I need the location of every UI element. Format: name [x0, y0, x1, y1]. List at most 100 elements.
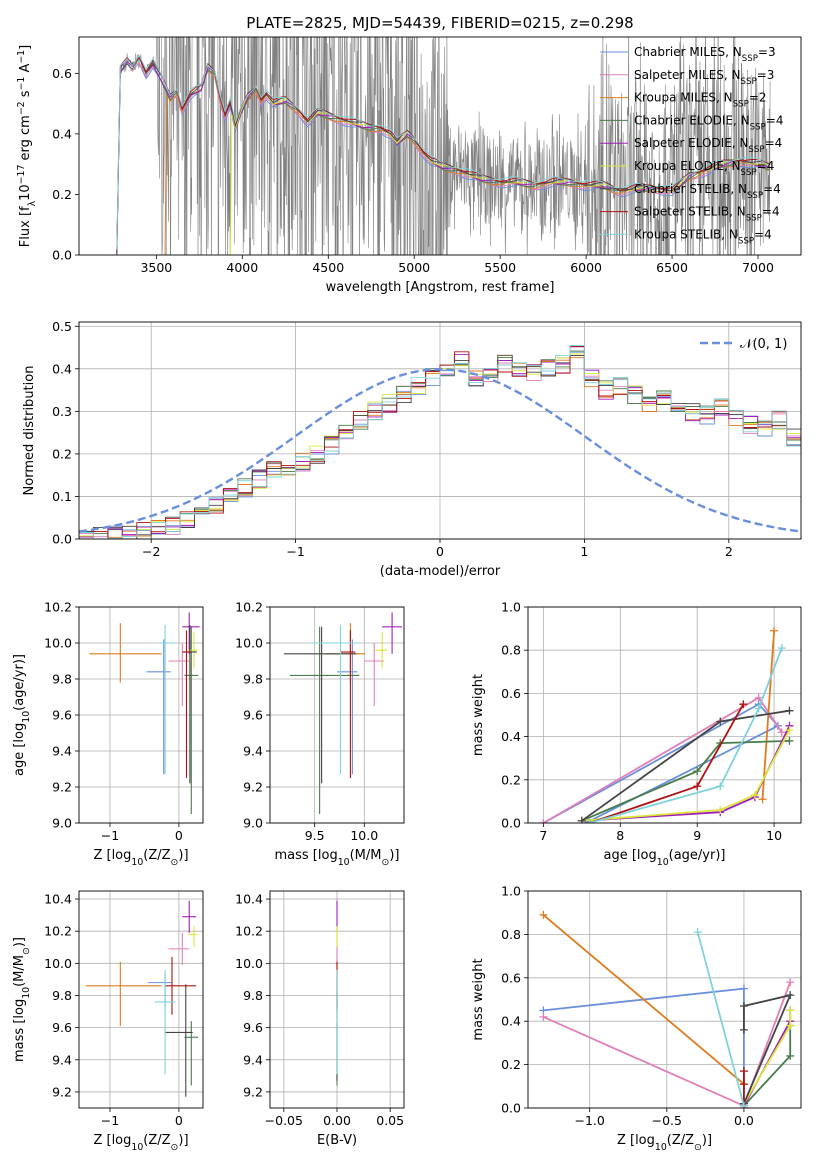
x-tick-label: −0.05	[265, 1113, 303, 1128]
weight-marker	[716, 806, 725, 815]
x-tick-label: 10.0	[350, 828, 378, 843]
y-tick-label: 0.1	[52, 489, 72, 504]
panel-age-mass: 9.5 10.0 9.0 9.2 9.4 9.6 9.8 10.0 10.2 mass [log1…	[235, 600, 405, 868]
weight-marker	[785, 736, 794, 745]
weight-marker	[770, 626, 779, 635]
panel-mass-Z: −1 0 9.2 9.4 9.6 9.8 10.0 10.2 10.4 Z [log10(Z/Z⊙…	[12, 890, 204, 1153]
weight-marker	[754, 693, 763, 702]
errorbar-point-8	[154, 969, 176, 1075]
legend-label-1: Salpeter MILES, NSSP=3	[634, 68, 774, 87]
weight-marker	[777, 644, 786, 653]
axes-frame	[78, 36, 802, 256]
weight-marker	[693, 782, 702, 791]
weight-marker	[739, 1101, 748, 1108]
x-tick-label: 0	[175, 828, 183, 843]
y-axis-label: Normed distribution	[22, 366, 37, 496]
y-tick-label: 9.8	[52, 988, 72, 1003]
y-tick-label: 9.6	[243, 708, 263, 723]
y-tick-label: 0.2	[52, 187, 72, 202]
y-tick-label: 0.4	[52, 361, 72, 376]
y-tick-label: 9.8	[243, 672, 263, 687]
x-tick-label: 0	[175, 1113, 183, 1128]
weight-marker	[739, 1025, 748, 1034]
model-spectrum-8	[116, 54, 771, 250]
y-tick-label: 0.0	[52, 248, 72, 263]
y-axis-label: mass weight	[471, 674, 486, 756]
x-tick-label: 9.5	[305, 828, 325, 843]
axes-frame	[78, 606, 204, 824]
y-tick-label: 10.0	[44, 956, 72, 971]
weight-marker	[539, 819, 548, 823]
plot-area-spectrum	[116, 37, 771, 255]
y-tick-label: 0.8	[501, 927, 521, 942]
weight-marker	[577, 816, 586, 823]
y-axis-label: Flux [fλ10−17 erg cm−2 s−1 A−1]	[16, 45, 38, 247]
errorbar-point-1	[168, 932, 190, 965]
x-tick-label: 5500	[484, 260, 516, 275]
legend-label-4: Salpeter ELODIE, NSSP=4	[634, 136, 782, 155]
errorbar-point-4	[382, 612, 403, 654]
panel-mass-ebv: −0.05 0.00 0.05 9.2 9.4 9.6 9.8 10.0 10.2 10.4 E(B…	[235, 890, 405, 1148]
axes-frame	[78, 890, 204, 1109]
weight-marker	[786, 1006, 795, 1015]
y-tick-label: 10.2	[235, 600, 263, 615]
y-axis-label: mass weight	[471, 958, 486, 1040]
y-tick-label: 9.4	[243, 744, 263, 759]
model-spectrum-5	[229, 85, 771, 255]
x-axis-label: Z [log10(Z/Z⊙)]	[93, 848, 188, 868]
y-tick-label: 1.0	[501, 600, 521, 615]
y-tick-label: 0.4	[52, 126, 72, 141]
errorbar-point-0	[146, 639, 171, 775]
x-tick-label: −2	[142, 544, 160, 559]
errorbar-point-4	[182, 900, 197, 933]
weight-series-2	[542, 914, 745, 1085]
weight-marker	[693, 928, 702, 937]
weight-marker	[785, 706, 794, 715]
weight-marker	[539, 910, 548, 919]
errorbar-point-7	[340, 630, 356, 778]
legend-label-6: Chabrier STELIB, NSSP=4	[634, 182, 781, 201]
errorbar-point-2	[85, 961, 162, 1027]
panel-weight-age: 7 8 9 10 0.0 0.2 0.4 0.6 0.8 1.0 age [log10(age/yr…	[471, 600, 802, 868]
plot-area-mass-Z	[85, 900, 199, 1097]
y-tick-label: 9.6	[52, 1020, 72, 1035]
y-tick-label: 9.8	[243, 988, 263, 1003]
panel-age-Z: −1 0 9.0 9.2 9.4 9.6 9.8 10.0 10.2 Z [log10(Z/Z⊙)…	[12, 600, 204, 868]
y-tick-label: 0.2	[501, 1057, 521, 1072]
axes-frame	[527, 890, 802, 1109]
weight-marker	[786, 978, 795, 987]
x-tick-label: 2	[725, 544, 733, 559]
errorbar-point-8	[310, 625, 361, 775]
errorbar-point-4	[182, 612, 200, 654]
x-axis-label: age [log10(age/yr)]	[604, 848, 726, 868]
weight-marker	[693, 767, 702, 776]
plot-area-residuals	[79, 345, 801, 539]
y-tick-label: 9.2	[243, 1084, 263, 1099]
errorbar-point-2	[89, 623, 162, 683]
y-tick-label: 9.2	[52, 1084, 72, 1099]
errorbar-point-1	[168, 643, 190, 706]
y-tick-label: 0.2	[501, 772, 521, 787]
legend-label-5: Kroupa ELODIE, NSSP=4	[634, 159, 774, 178]
x-axis-label: (data-model)/error	[380, 564, 501, 579]
x-tick-label: 8	[616, 828, 624, 843]
weight-series-2	[761, 630, 775, 800]
panel-weight-Z: −1.0 −0.5 0.0 0.0 0.2 0.4 0.6 0.8 1.0 Z [log10(Z/…	[471, 884, 802, 1153]
weight-series-5	[581, 729, 791, 822]
panel-residuals: −2 −1 0 1 2 0.0 0.1 0.2 0.3 0.4 0.5 (data-model)/er…	[22, 319, 802, 579]
y-tick-label: 0.6	[501, 970, 521, 985]
x-tick-label: 0.00	[323, 1113, 351, 1128]
y-tick-label: 9.4	[52, 744, 72, 759]
x-tick-label: −1.0	[575, 1113, 605, 1128]
x-axis-label: E(B-V)	[317, 1133, 357, 1148]
y-tick-label: 9.6	[243, 1020, 263, 1035]
weight-marker	[716, 782, 725, 791]
weight-series-6	[743, 993, 792, 1105]
y-tick-label: 10.0	[235, 636, 263, 651]
weight-marker	[786, 991, 795, 1000]
plot-area-weight-Z	[539, 910, 795, 1108]
weight-marker	[758, 795, 767, 804]
y-tick-label: 10.0	[235, 956, 263, 971]
errorbar-point-5	[374, 632, 388, 669]
